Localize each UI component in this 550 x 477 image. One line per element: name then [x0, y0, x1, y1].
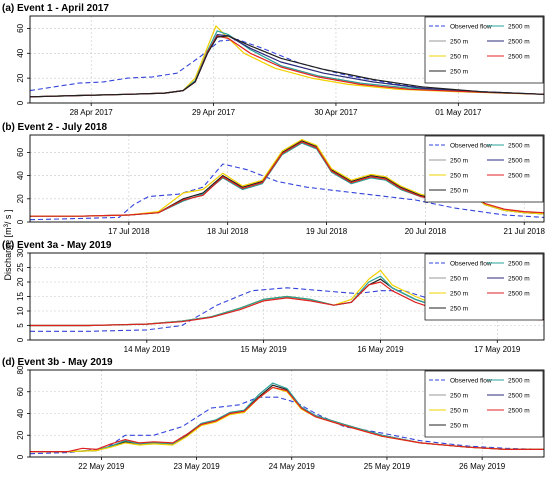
- legend-box: [424, 16, 544, 84]
- x-tick-label: 25 May 2019: [364, 462, 411, 471]
- series-line-black: [30, 35, 544, 98]
- series-line-observed: [30, 287, 544, 332]
- legend-label: Observed flow: [450, 143, 492, 150]
- panel-title: (c) Event 3a - May 2019: [2, 240, 112, 251]
- y-tick-label: 15: [16, 292, 25, 301]
- series-line-observed: [30, 163, 544, 221]
- legend-label: 2500 m: [508, 24, 530, 31]
- legend-label: Observed flow: [450, 261, 492, 268]
- y-axis-label: Discharge [m3/ s ]: [3, 210, 13, 281]
- legend: Observed flow 250 m 250 m 250 m 2500 m 2500 m…: [424, 135, 544, 203]
- plot-frame: [29, 134, 545, 223]
- legend-label: 250 m: [450, 423, 468, 430]
- legend-box: [424, 253, 544, 321]
- panel-title: (d) Event 3b - May 2019: [2, 357, 113, 368]
- y-tick-label: 0: [16, 219, 25, 224]
- legend-label: 250 m: [450, 291, 468, 298]
- x-tick-label: 14 May 2019: [124, 345, 171, 354]
- x-tick-label: 17 Jul 2018: [108, 227, 150, 236]
- x-tick-label: 17 May 2019: [474, 345, 521, 354]
- plot-frame: [29, 15, 545, 104]
- panels: (a) Event 1 - April 2017 0 20 40 60 28 Apr 20…: [2, 3, 545, 471]
- x-tick-label: 23 May 2019: [173, 462, 220, 471]
- x-tick-label: 24 May 2019: [269, 462, 316, 471]
- x-tick-label: 26 May 2019: [459, 462, 506, 471]
- legend-box: [424, 370, 544, 438]
- legend-label: 250 m: [450, 306, 468, 313]
- series-line-observed: [30, 396, 544, 455]
- legend-label: 250 m: [450, 393, 468, 400]
- legend-label: 250 m: [450, 276, 468, 283]
- x-tick-label: 01 May 2017: [435, 108, 482, 117]
- series-line-observed: [30, 39, 544, 95]
- legend-label: 2500 m: [508, 39, 530, 46]
- legend-label: Observed flow: [450, 378, 492, 385]
- series-line-red: [30, 281, 544, 327]
- legend-label: 2500 m: [508, 378, 530, 385]
- legend: Observed flow 250 m 250 m 250 m 2500 m 2500 m…: [424, 370, 544, 438]
- x-tick-label: 28 Apr 2017: [70, 108, 114, 117]
- series-line-teal: [30, 382, 544, 453]
- y-tick-label: 40: [16, 409, 25, 418]
- legend-label: 2500 m: [508, 173, 530, 180]
- y-tick-label: 25: [16, 263, 25, 272]
- y-tick-label: 10: [16, 306, 25, 315]
- panel-2: (c) Event 3a - May 2019 0 5 10 15 20 25 30 14 Ma…: [2, 240, 545, 354]
- y-tick-label: 30: [16, 248, 25, 257]
- legend-label: 2500 m: [508, 291, 530, 298]
- x-tick-label: 20 Jul 2018: [405, 227, 447, 236]
- legend-label: 2500 m: [508, 393, 530, 400]
- legend-label: 2500 m: [508, 158, 530, 165]
- legend-label: 2500 m: [508, 276, 530, 283]
- y-tick-label: 20: [16, 194, 25, 203]
- y-tick-label: 40: [16, 48, 25, 57]
- x-tick-label: 16 May 2019: [357, 345, 404, 354]
- y-tick-label: 60: [16, 23, 25, 32]
- y-tick-label: 20: [16, 277, 25, 286]
- x-tick-label: 18 Jul 2018: [207, 227, 249, 236]
- x-tick-label: 30 Apr 2017: [314, 108, 358, 117]
- x-tick-label: 19 Jul 2018: [306, 227, 348, 236]
- legend-label: 2500 m: [508, 143, 530, 150]
- legend-label: 2500 m: [508, 54, 530, 61]
- legend-label: 250 m: [450, 158, 468, 165]
- y-tick-label: 20: [16, 73, 25, 82]
- panel-0: (a) Event 1 - April 2017 0 20 40 60 28 Apr 20…: [2, 3, 545, 117]
- x-tick-label: 15 May 2019: [241, 345, 288, 354]
- y-tick-label: 0: [16, 100, 25, 105]
- panel-title: (b) Event 2 - July 2018: [2, 122, 107, 133]
- legend: Observed flow 250 m 250 m 250 m 2500 m 2500 m…: [424, 16, 544, 84]
- x-tick-label: 21 Jul 2018: [504, 227, 546, 236]
- y-axis-label-main: Discharge [m: [3, 227, 13, 280]
- panel-title: (a) Event 1 - April 2017: [2, 3, 109, 14]
- y-tick-label: 5: [16, 323, 25, 328]
- legend-label: 2500 m: [508, 261, 530, 268]
- y-axis-label-end: / s ]: [3, 210, 13, 225]
- legend: Observed flow 250 m 250 m 250 m 2500 m 2500 m…: [424, 253, 544, 321]
- y-tick-label: 0: [16, 454, 25, 459]
- legend-label: 250 m: [450, 39, 468, 46]
- y-tick-label: 40: [16, 171, 25, 180]
- y-tick-label: 80: [16, 365, 25, 374]
- series-line-red: [30, 386, 544, 453]
- legend-label: 2500 m: [508, 408, 530, 415]
- legend-label: 250 m: [450, 173, 468, 180]
- legend-label: 250 m: [450, 408, 468, 415]
- x-tick-label: 29 Apr 2017: [192, 108, 236, 117]
- panel-3: (d) Event 3b - May 2019 0 20 40 60 80 22 May 2…: [2, 357, 545, 471]
- legend-label: Observed flow: [450, 24, 492, 31]
- legend-label: 250 m: [450, 188, 468, 195]
- legend-label: 250 m: [450, 69, 468, 76]
- y-tick-label: 0: [16, 337, 25, 342]
- x-tick-label: 22 May 2019: [78, 462, 125, 471]
- y-tick-label: 60: [16, 387, 25, 396]
- legend-box: [424, 135, 544, 203]
- y-axis-label-sup: 3: [4, 223, 10, 227]
- legend-label: 250 m: [450, 54, 468, 61]
- panel-1: (b) Event 2 - July 2018 0 20 40 60 17 Jul 201…: [2, 122, 545, 236]
- y-tick-label: 20: [16, 430, 25, 439]
- y-tick-label: 60: [16, 147, 25, 156]
